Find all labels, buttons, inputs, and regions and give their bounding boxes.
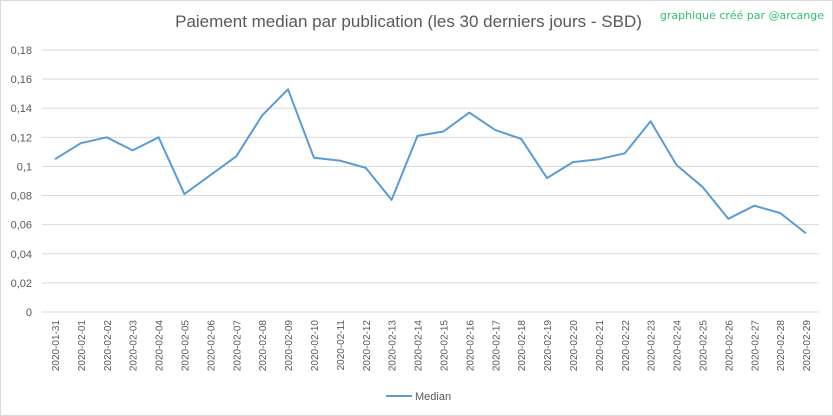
x-tick-label: 2020-02-07 [232, 320, 243, 372]
data-point [726, 216, 731, 221]
x-tick-label: 2020-02-23 [647, 320, 658, 372]
data-point [311, 155, 316, 160]
x-tick-label: 2020-02-04 [155, 320, 166, 372]
x-tick-label: 2020-02-14 [414, 320, 425, 372]
data-point [78, 141, 83, 146]
x-tick-label: 2020-02-15 [439, 320, 450, 372]
x-tick-label: 2020-02-19 [543, 320, 554, 372]
x-tick-label: 2020-02-29 [802, 320, 813, 372]
x-tick-label: 2020-02-20 [569, 320, 580, 372]
x-tick-label: 2020-02-28 [776, 320, 787, 372]
x-tick-label: 2020-02-06 [206, 320, 217, 372]
data-point [596, 157, 601, 162]
x-tick-label: 2020-01-31 [51, 320, 62, 372]
data-point [648, 119, 653, 124]
data-point [337, 158, 342, 163]
y-tick-label: 0,04 [11, 249, 32, 261]
x-tick-label: 2020-02-11 [336, 320, 347, 371]
data-point [752, 203, 757, 208]
data-point [804, 231, 809, 236]
x-tick-label: 2020-02-22 [621, 320, 632, 372]
x-tick-label: 2020-02-24 [673, 320, 684, 372]
data-point [519, 136, 524, 141]
data-point [156, 135, 161, 140]
x-tick-label: 2020-02-01 [77, 320, 88, 372]
x-tick-label: 2020-02-18 [517, 320, 528, 372]
data-point [389, 197, 394, 202]
data-point [700, 184, 705, 189]
y-tick-label: 0,1 [17, 161, 32, 173]
y-axis-ticks: 0 0,02 0,04 0,06 0,08 0,1 0,12 0,14 0,16 0,18 [11, 45, 32, 319]
data-point [104, 135, 109, 140]
data-point [260, 113, 265, 118]
legend: Median [386, 391, 451, 403]
data-point [493, 128, 498, 133]
y-tick-label: 0,12 [11, 132, 32, 144]
x-tick-label: 2020-02-13 [388, 320, 399, 372]
data-point [570, 160, 575, 165]
y-tick-label: 0,16 [11, 74, 32, 86]
data-point [234, 154, 239, 159]
data-point [778, 211, 783, 216]
x-tick-label: 2020-02-21 [595, 320, 606, 372]
data-point [130, 148, 135, 153]
data-point [208, 173, 213, 178]
x-tick-label: 2020-02-08 [258, 320, 269, 372]
chart-title: Paiement median par publication (les 30 … [175, 12, 642, 31]
y-tick-label: 0,06 [11, 220, 32, 232]
data-point [286, 87, 291, 92]
x-tick-label: 2020-02-16 [465, 320, 476, 372]
data-point [52, 157, 57, 162]
x-tick-label: 2020-02-10 [310, 320, 321, 372]
x-tick-label: 2020-02-05 [180, 320, 191, 372]
x-tick-label: 2020-02-17 [491, 320, 502, 372]
data-point [441, 129, 446, 134]
data-point [622, 151, 627, 156]
data-point [182, 192, 187, 197]
x-tick-label: 2020-02-26 [724, 320, 735, 372]
y-tick-label: 0,02 [11, 278, 32, 290]
watermark-text: graphique créé par @arcange [659, 9, 824, 22]
x-tick-label: 2020-02-09 [284, 320, 295, 372]
y-tick-label: 0 [26, 307, 32, 319]
data-point [674, 162, 679, 167]
x-tick-label: 2020-02-02 [103, 320, 114, 372]
series-line-median [54, 88, 807, 235]
gridlines [42, 49, 819, 313]
x-tick-label: 2020-02-25 [698, 320, 709, 372]
x-axis-ticks: 2020-01-31 2020-02-01 2020-02-02 2020-02-03… [51, 320, 813, 372]
data-point [363, 165, 368, 170]
y-tick-label: 0,14 [11, 103, 32, 115]
data-point [467, 110, 472, 115]
data-point [545, 176, 550, 181]
series-layer [52, 87, 809, 236]
x-tick-label: 2020-02-12 [362, 320, 373, 372]
y-tick-label: 0,18 [11, 45, 32, 57]
x-tick-label: 2020-02-03 [129, 320, 140, 372]
legend-label: Median [415, 391, 451, 403]
data-point [415, 133, 420, 138]
x-tick-label: 2020-02-27 [750, 320, 761, 372]
y-tick-label: 0,08 [11, 191, 32, 203]
